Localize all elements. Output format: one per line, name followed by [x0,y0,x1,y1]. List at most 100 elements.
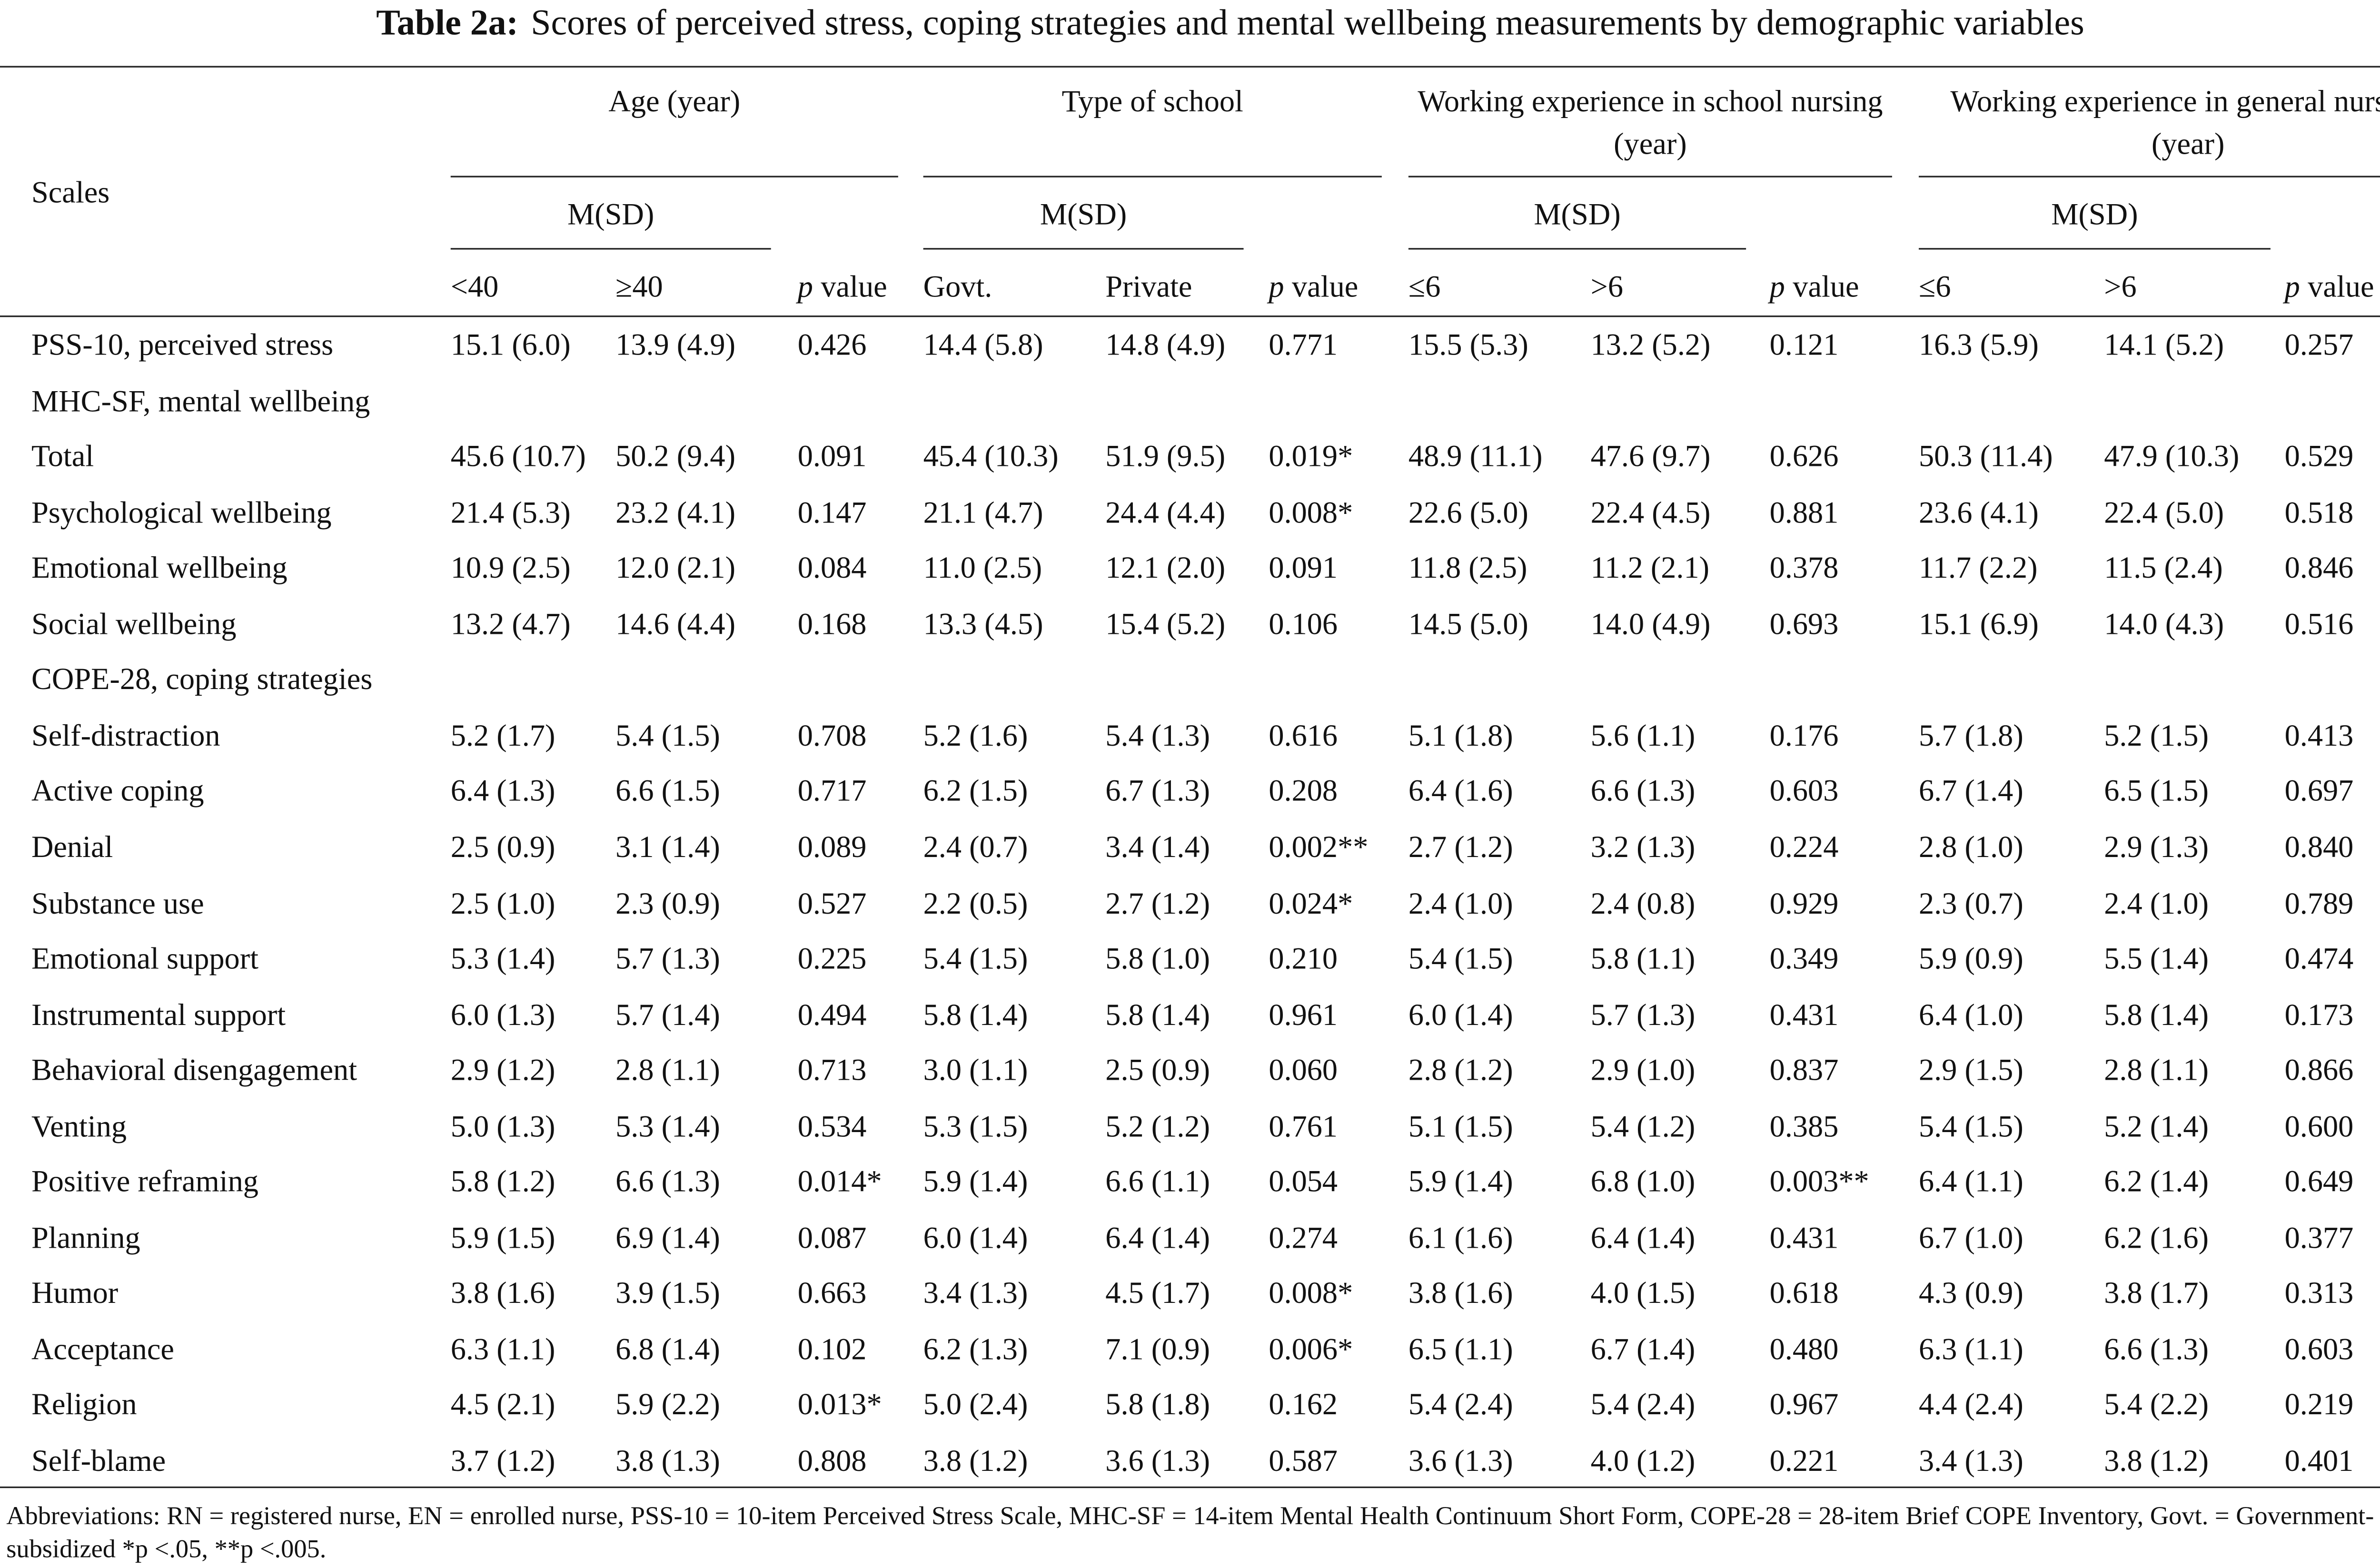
cell: 0.091 [1269,552,1338,586]
cell: 0.225 [797,943,867,976]
cell: 0.221 [1769,1446,1839,1479]
p-symbol: p [1269,271,1284,305]
cell: 0.378 [1769,552,1839,586]
cell: 5.0 (1.3) [450,1111,555,1144]
cell: 11.0 (2.5) [923,552,1042,586]
cell: 23.2 (4.1) [615,497,736,530]
row-label: Total [31,441,94,474]
cell: 6.7 (1.4) [1919,776,2023,809]
cell: 14.8 (4.9) [1105,329,1226,363]
cell: 6.9 (1.4) [615,1222,720,1256]
subcolumn-header: >6 [1590,271,1624,305]
cell: 14.0 (4.9) [1590,609,1711,642]
cell: 0.663 [797,1278,867,1311]
cell: 0.091 [797,441,867,474]
cell: 5.0 (2.4) [923,1390,1028,1423]
cell: 4.5 (2.1) [450,1390,555,1423]
rule [0,1486,2380,1488]
cell: 0.846 [2284,552,2354,586]
cell: 0.274 [1269,1222,1338,1256]
cell: 3.8 (1.6) [450,1278,555,1311]
cell: 6.4 (1.3) [450,776,555,809]
cell: 5.1 (1.8) [1408,720,1513,753]
cell: 14.4 (5.8) [923,329,1043,363]
cell: 6.6 (1.1) [1105,1166,1210,1200]
cell: 6.0 (1.4) [1408,999,1513,1033]
cell: 0.208 [1269,776,1338,809]
cell: 3.0 (1.1) [923,1055,1028,1088]
cell: 0.173 [2284,999,2354,1033]
cell: 5.1 (1.5) [1408,1111,1513,1144]
rule [1408,176,1892,177]
cell: 0.480 [1769,1334,1839,1367]
row-label: Active coping [31,776,204,809]
cell: 5.9 (1.4) [1408,1166,1513,1200]
cell: 5.4 (2.4) [1590,1390,1696,1423]
p-word: value [2308,271,2374,305]
row-label: Emotional support [31,943,259,976]
cell: 0.121 [1769,329,1839,363]
cell: 0.219 [2284,1390,2354,1423]
cell: 0.385 [1769,1111,1839,1144]
cell: 2.9 (1.5) [1919,1055,2023,1088]
cell: 2.8 (1.2) [1408,1055,1513,1088]
row-label: Acceptance [31,1334,174,1367]
subcolumn-header: Govt. [923,271,992,305]
row-label: Positive reframing [31,1166,258,1200]
cell: 5.5 (1.4) [2104,943,2209,976]
cell: 5.4 (1.5) [1408,943,1513,976]
group-header: Working experience in school nursing (ye… [1418,86,1883,162]
cell: 3.8 (1.6) [1408,1278,1513,1311]
cell: 0.431 [1769,1222,1839,1256]
cell: 2.8 (1.0) [1919,832,2023,865]
cell: 3.4 (1.4) [1105,832,1210,865]
row-label: Emotional wellbeing [31,552,288,586]
cell: 5.9 (0.9) [1919,943,2023,976]
p-word: value [1292,271,1359,305]
cell: 2.4 (0.7) [923,832,1028,865]
cell: 0.587 [1269,1446,1338,1479]
cell: 6.3 (1.1) [450,1334,555,1367]
cell: 5.4 (1.5) [615,720,720,753]
rule [923,176,1382,177]
cell: 5.9 (1.5) [450,1222,555,1256]
cell: 5.8 (1.8) [1105,1390,1210,1423]
group-header: Age (year) [608,86,741,119]
cell: 6.4 (1.1) [1919,1166,2023,1200]
cell: 12.1 (2.0) [1105,552,1226,586]
cell: 3.6 (1.3) [1408,1446,1513,1479]
cell: 2.3 (0.9) [615,887,720,921]
cell: 3.4 (1.3) [1919,1446,2023,1479]
subcolumn-header: ≤6 [1408,271,1441,305]
cell: 0.518 [2284,497,2354,530]
cell: 0.413 [2284,720,2354,753]
p-symbol: p [797,271,813,305]
cell: 0.534 [797,1111,867,1144]
cell: 5.2 (1.5) [2104,720,2209,753]
cell: 0.168 [797,609,867,642]
cell: 3.8 (1.3) [615,1446,720,1479]
group-header: Type of school [1061,86,1243,119]
cell: 45.6 (10.7) [450,441,586,474]
rule [923,248,1244,250]
cell: 2.9 (1.3) [2104,832,2209,865]
cell: 3.2 (1.3) [1590,832,1696,865]
cell: 5.8 (1.2) [450,1166,555,1200]
subcolumn-header: ≥40 [615,271,663,305]
cell: 0.789 [2284,887,2354,921]
cell: 5.7 (1.8) [1919,720,2023,753]
cell: 0.529 [2284,441,2354,474]
cell: 15.4 (5.2) [1105,609,1226,642]
cell: 0.616 [1269,720,1338,753]
cell: 15.1 (6.0) [450,329,571,363]
p-value-header: p value [798,272,887,306]
msd-header: M(SD) [2051,199,2138,233]
cell: 0.866 [2284,1055,2354,1088]
cell: 5.2 (1.2) [1105,1111,1210,1144]
cell: 2.8 (1.1) [2104,1055,2209,1088]
cell: 5.7 (1.3) [1590,999,1696,1033]
cell: 4.3 (0.9) [1919,1278,2023,1311]
subcolumn-header: <40 [450,271,499,305]
cell: 2.9 (1.0) [1590,1055,1696,1088]
cell: 3.1 (1.4) [615,832,720,865]
